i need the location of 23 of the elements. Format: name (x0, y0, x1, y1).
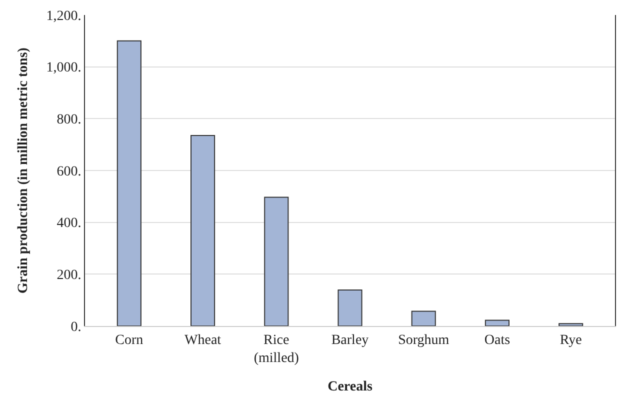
x-axis-title: Cereals (328, 379, 373, 394)
bar (411, 310, 436, 326)
bar (116, 40, 142, 326)
y-tick-label: 1,000. (46, 60, 82, 76)
x-tick-label: Sorghum (398, 332, 450, 348)
bar (558, 323, 584, 326)
bar (264, 196, 289, 326)
x-tick-label: Rice (milled) (254, 332, 300, 366)
x-tick-label: Wheat (184, 332, 222, 348)
x-tick-label: Corn (115, 332, 144, 348)
y-tick-label: 1,200. (46, 8, 82, 24)
bar (338, 289, 362, 326)
x-tick-label: Rye (560, 332, 582, 348)
y-tick-label: 0. (70, 320, 82, 335)
y-tick-label: 200. (56, 268, 82, 284)
y-tick-label: 600. (56, 164, 82, 180)
y-axis-title: Grain production (in million metric tons) (16, 47, 31, 294)
y-tick-label: 800. (56, 112, 82, 128)
x-tick-label: Oats (484, 332, 510, 348)
bar (190, 135, 216, 326)
y-tick-label: 400. (56, 216, 82, 232)
bar (484, 320, 510, 326)
x-tick-label: Barley (331, 332, 369, 348)
